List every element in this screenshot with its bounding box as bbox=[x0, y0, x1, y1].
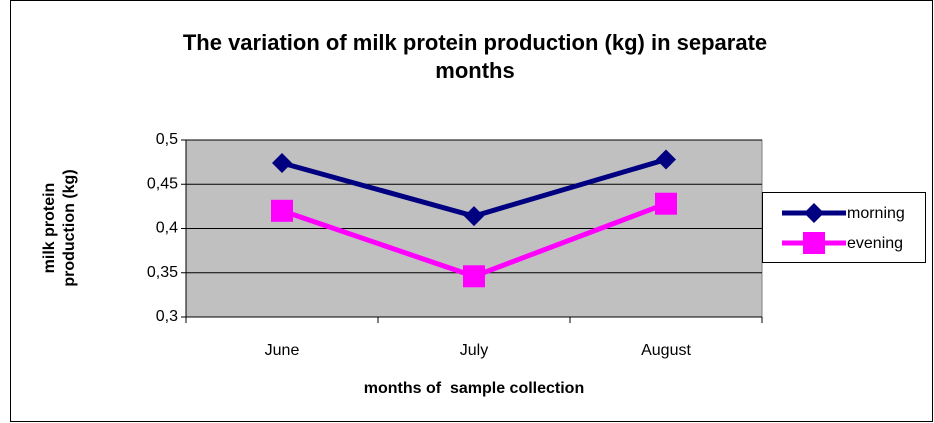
y-tick-label: 0,35 bbox=[147, 264, 178, 281]
x-tick-label: June bbox=[265, 342, 300, 359]
point bbox=[464, 206, 484, 227]
legend-box bbox=[762, 192, 926, 263]
point bbox=[272, 153, 292, 174]
x-tick-label: July bbox=[460, 342, 488, 359]
y-tick-label: 0,45 bbox=[147, 175, 178, 192]
legend-label: evening bbox=[847, 235, 903, 252]
y-tick-label: 0,4 bbox=[156, 220, 178, 237]
point bbox=[656, 149, 676, 170]
point bbox=[463, 265, 485, 288]
x-tick-label: August bbox=[641, 342, 691, 359]
y-axis-label: milk protein bbox=[41, 183, 58, 274]
y-axis-label: production (kg) bbox=[61, 169, 78, 286]
x-axis-label: months of sample collection bbox=[364, 380, 584, 397]
point bbox=[271, 199, 293, 222]
legend-label: morning bbox=[847, 205, 905, 222]
y-tick-label: 0,3 bbox=[156, 308, 178, 325]
point bbox=[803, 232, 825, 254]
point bbox=[804, 203, 824, 223]
point bbox=[655, 192, 677, 215]
chart-title: months bbox=[435, 58, 514, 83]
chart-title: The variation of milk protein production… bbox=[183, 30, 767, 55]
y-tick-label: 0,5 bbox=[156, 131, 178, 148]
